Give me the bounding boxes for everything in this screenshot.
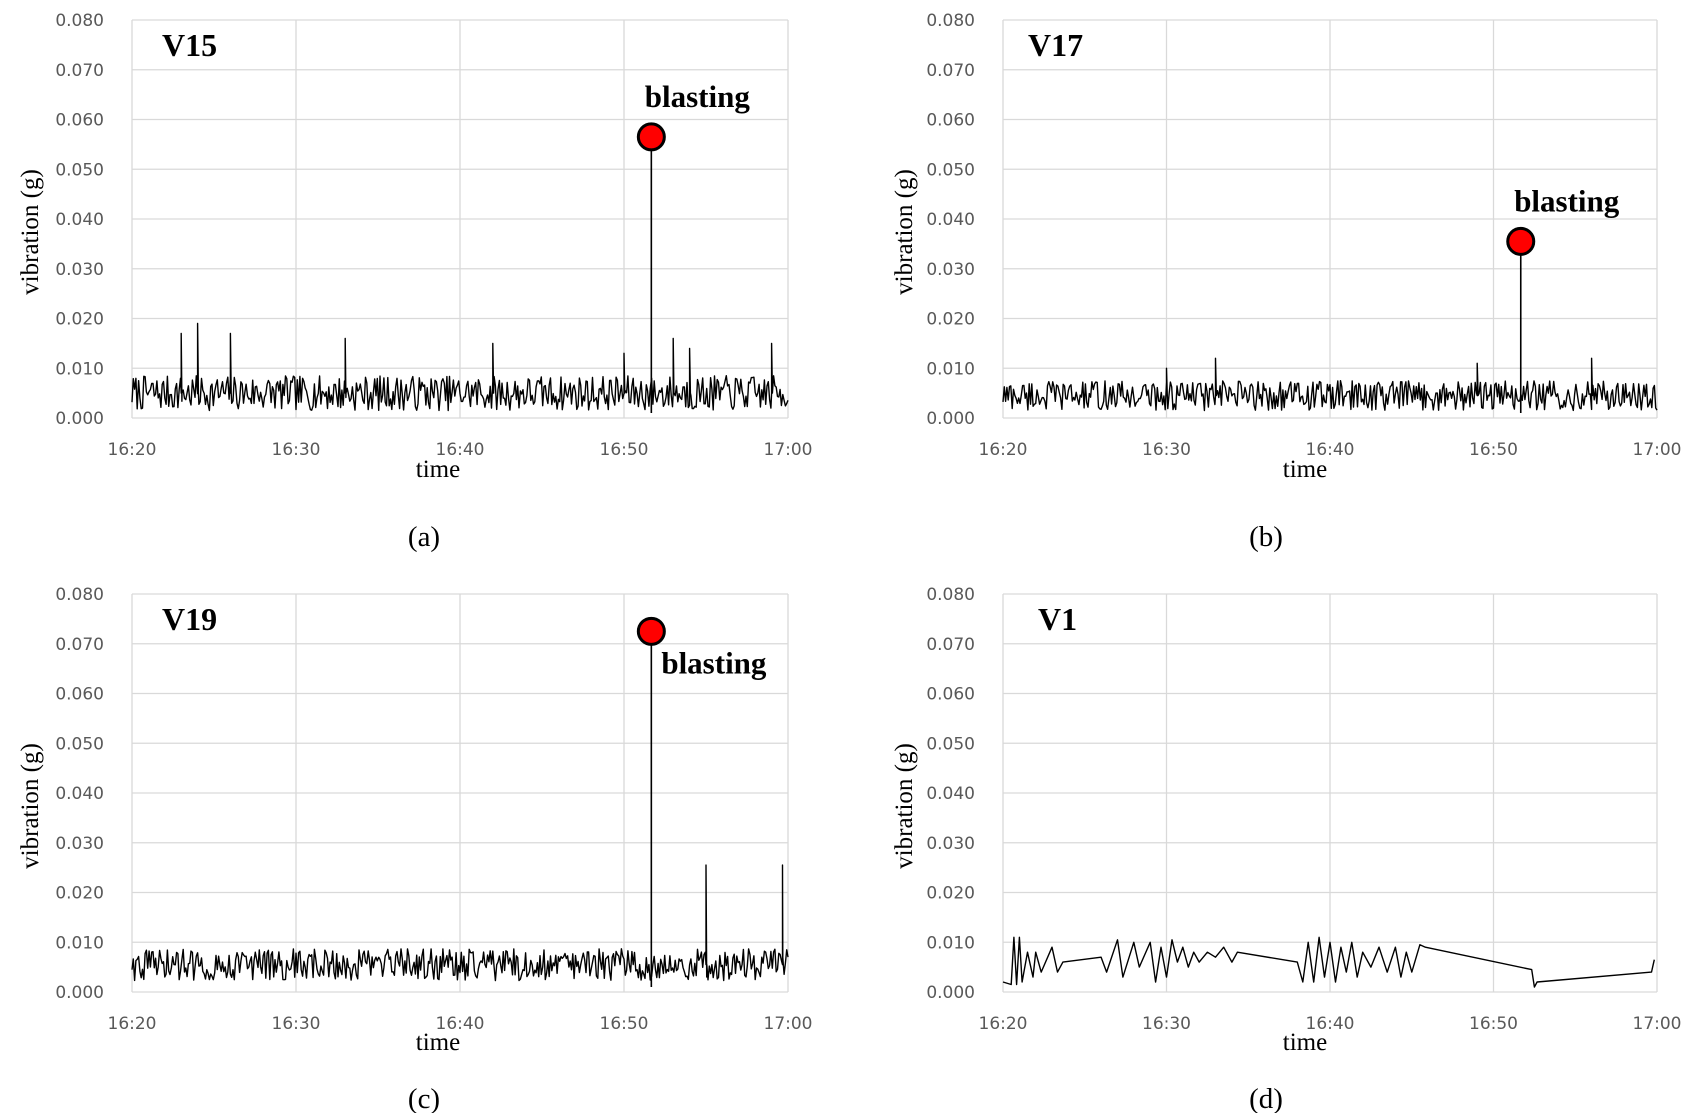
y-axis-title: vibration (g) <box>891 743 918 869</box>
x-tick-label: 16:30 <box>272 440 321 460</box>
panel-caption: (b) <box>1249 521 1283 553</box>
blasting-label: blasting <box>645 79 751 114</box>
y-tick-label: 0.060 <box>55 685 104 705</box>
y-tick-label: 0.000 <box>926 983 975 1003</box>
y-tick-label: 0.030 <box>926 834 975 854</box>
y-tick-label: 0.080 <box>926 11 975 31</box>
y-tick-label: 0.050 <box>55 734 104 754</box>
x-tick-label: 16:40 <box>436 440 485 460</box>
x-axis-title: time <box>1283 456 1327 483</box>
y-tick-label: 0.050 <box>55 160 104 180</box>
panel-title: V15 <box>162 27 217 63</box>
y-axis-title: vibration (g) <box>17 743 44 869</box>
y-tick-label: 0.040 <box>55 784 104 804</box>
y-tick-label: 0.050 <box>926 160 975 180</box>
y-tick-label: 0.040 <box>926 210 975 230</box>
panel-caption: (a) <box>408 521 440 553</box>
x-axis-title: time <box>416 456 460 483</box>
blasting-marker <box>636 616 666 646</box>
x-tick-label: 16:50 <box>600 1014 649 1034</box>
y-tick-label: 0.080 <box>55 11 104 31</box>
x-tick-label: 16:30 <box>1142 1014 1191 1034</box>
panel-caption: (c) <box>408 1083 440 1113</box>
y-tick-label: 0.000 <box>55 983 104 1003</box>
y-tick-label: 0.030 <box>55 834 104 854</box>
y-tick-label: 0.030 <box>55 260 104 280</box>
y-tick-label: 0.000 <box>926 409 975 429</box>
x-tick-label: 17:00 <box>764 440 813 460</box>
x-tick-label: 16:50 <box>1469 1014 1518 1034</box>
x-tick-label: 16:30 <box>1142 440 1191 460</box>
x-tick-label: 16:20 <box>979 1014 1028 1034</box>
y-tick-label: 0.060 <box>926 685 975 705</box>
x-tick-label: 17:00 <box>1633 440 1682 460</box>
y-tick-label: 0.050 <box>926 734 975 754</box>
panel-title: V17 <box>1028 27 1083 63</box>
series-line <box>131 322 789 412</box>
y-tick-label: 0.060 <box>926 111 975 131</box>
y-tick-label: 0.020 <box>926 884 975 904</box>
y-tick-label: 0.060 <box>55 111 104 131</box>
blasting-marker <box>1506 226 1536 256</box>
y-tick-label: 0.010 <box>55 933 104 953</box>
y-tick-label: 0.020 <box>55 884 104 904</box>
chart-d: V1 time vibration (g) (d) 0.000 0.010 0.02… <box>891 585 1682 1113</box>
y-tick-label: 0.080 <box>55 585 104 605</box>
x-tick-label: 16:40 <box>1306 1014 1355 1034</box>
y-tick-label: 0.020 <box>55 310 104 330</box>
chart-a: V15 time vibration (g) (a) 0.000 0.010 0.0… <box>17 11 813 553</box>
x-tick-label: 16:50 <box>600 440 649 460</box>
y-tick-label: 0.070 <box>55 635 104 655</box>
y-tick-label: 0.000 <box>55 409 104 429</box>
y-tick-label: 0.070 <box>926 61 975 81</box>
x-tick-label: 16:30 <box>272 1014 321 1034</box>
x-tick-label: 16:40 <box>436 1014 485 1034</box>
x-tick-label: 16:20 <box>979 440 1028 460</box>
y-tick-label: 0.070 <box>926 635 975 655</box>
blasting-label: blasting <box>661 645 767 680</box>
x-tick-label: 16:20 <box>108 1014 157 1034</box>
x-axis-title: time <box>416 1029 460 1056</box>
chart-b: V17 time vibration (g) (b) 0.000 0.010 0.0… <box>891 11 1682 553</box>
y-tick-label: 0.010 <box>926 359 975 379</box>
y-axis-title: vibration (g) <box>891 169 918 295</box>
panel-caption: (d) <box>1249 1083 1283 1113</box>
y-tick-label: 0.080 <box>926 585 975 605</box>
x-axis-title: time <box>1283 1029 1327 1056</box>
panel-title: V1 <box>1038 601 1077 637</box>
series-line <box>1002 936 1655 988</box>
series-line <box>1002 357 1658 412</box>
y-tick-label: 0.010 <box>926 933 975 953</box>
blasting-marker <box>636 122 666 152</box>
blasting-label: blasting <box>1514 183 1620 218</box>
x-tick-label: 16:40 <box>1306 440 1355 460</box>
y-tick-label: 0.010 <box>55 359 104 379</box>
y-tick-label: 0.040 <box>926 784 975 804</box>
x-tick-label: 16:20 <box>108 440 157 460</box>
y-axis-title: vibration (g) <box>17 169 44 295</box>
chart-c: V19 time vibration (g) (c) 0.000 0.010 0.0… <box>17 585 813 1113</box>
panel-title: V19 <box>162 601 217 637</box>
y-tick-label: 0.070 <box>55 61 104 81</box>
y-tick-label: 0.040 <box>55 210 104 230</box>
series-line <box>131 864 789 982</box>
x-tick-label: 17:00 <box>1633 1014 1682 1034</box>
y-tick-label: 0.030 <box>926 260 975 280</box>
x-tick-label: 17:00 <box>764 1014 813 1034</box>
y-tick-label: 0.020 <box>926 310 975 330</box>
x-tick-label: 16:50 <box>1469 440 1518 460</box>
